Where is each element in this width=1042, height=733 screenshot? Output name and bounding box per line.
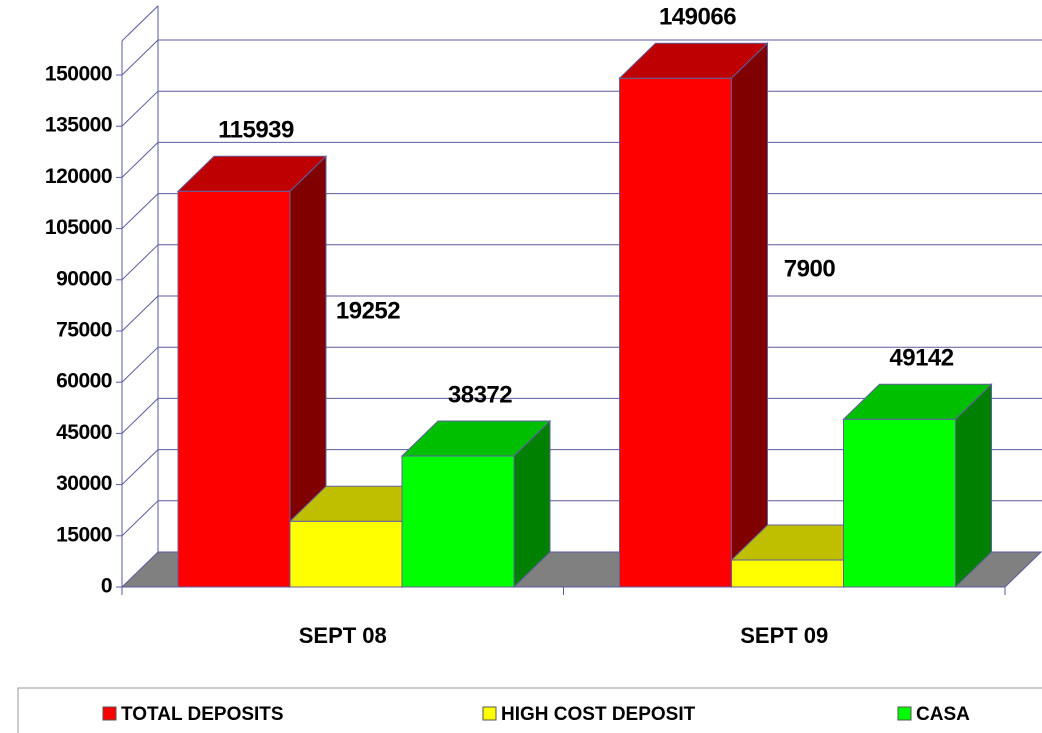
- data-label: 115939: [218, 117, 294, 144]
- bar-front: [731, 559, 844, 588]
- bar-side: [955, 383, 992, 589]
- bar-side: [513, 419, 551, 589]
- y-tick-label: 75000: [56, 319, 112, 342]
- grid-line: [121, 142, 159, 178]
- grid-line: [121, 500, 159, 537]
- y-tick-label: 60000: [56, 370, 112, 393]
- bar-front: [289, 520, 403, 588]
- legend-box: [17, 687, 1042, 733]
- data-label: 19252: [336, 297, 400, 324]
- y-tick-label: 15000: [56, 523, 112, 546]
- bar-front: [843, 418, 956, 588]
- y-tick-label: 0: [101, 575, 112, 598]
- grid-line: [121, 244, 159, 281]
- y-tick-label: 45000: [56, 421, 112, 444]
- legend-label: CASA: [916, 704, 970, 725]
- bar: [842, 383, 993, 589]
- grid-line: [121, 39, 159, 76]
- bar-side: [731, 42, 768, 589]
- data-label: 38372: [448, 381, 512, 408]
- grid-line: [121, 90, 159, 127]
- x-tick-label: SEPT 08: [299, 623, 387, 648]
- data-label: 7900: [784, 255, 836, 282]
- legend-swatch: [897, 706, 912, 721]
- legend-swatch: [102, 706, 117, 721]
- bar-front: [619, 77, 732, 588]
- y-tick-label: 90000: [56, 267, 112, 290]
- y-tick-label: 135000: [45, 114, 112, 137]
- data-label: 49142: [889, 345, 953, 372]
- bar-front: [401, 455, 515, 588]
- x-tick-label: SEPT 09: [740, 623, 828, 648]
- grid-line: [121, 346, 159, 383]
- grid-line: [121, 193, 159, 229]
- y-tick-label: 30000: [56, 472, 112, 495]
- y-tick-label: 105000: [45, 216, 112, 239]
- legend-label: TOTAL DEPOSITS: [121, 704, 284, 725]
- grid-line: [121, 398, 159, 434]
- y-tick-label: 150000: [45, 63, 112, 86]
- legend-label: HIGH COST DEPOSIT: [501, 704, 696, 725]
- bar: [618, 42, 769, 589]
- y-tick-label: 120000: [45, 165, 112, 188]
- data-label: 149066: [659, 4, 736, 31]
- bar: [400, 419, 552, 589]
- bar-front: [177, 190, 291, 588]
- bar: [176, 155, 328, 589]
- legend-swatch: [482, 706, 497, 721]
- left-wall-top: [121, 5, 159, 42]
- grid-line: [121, 295, 159, 332]
- grid-line: [121, 449, 159, 485]
